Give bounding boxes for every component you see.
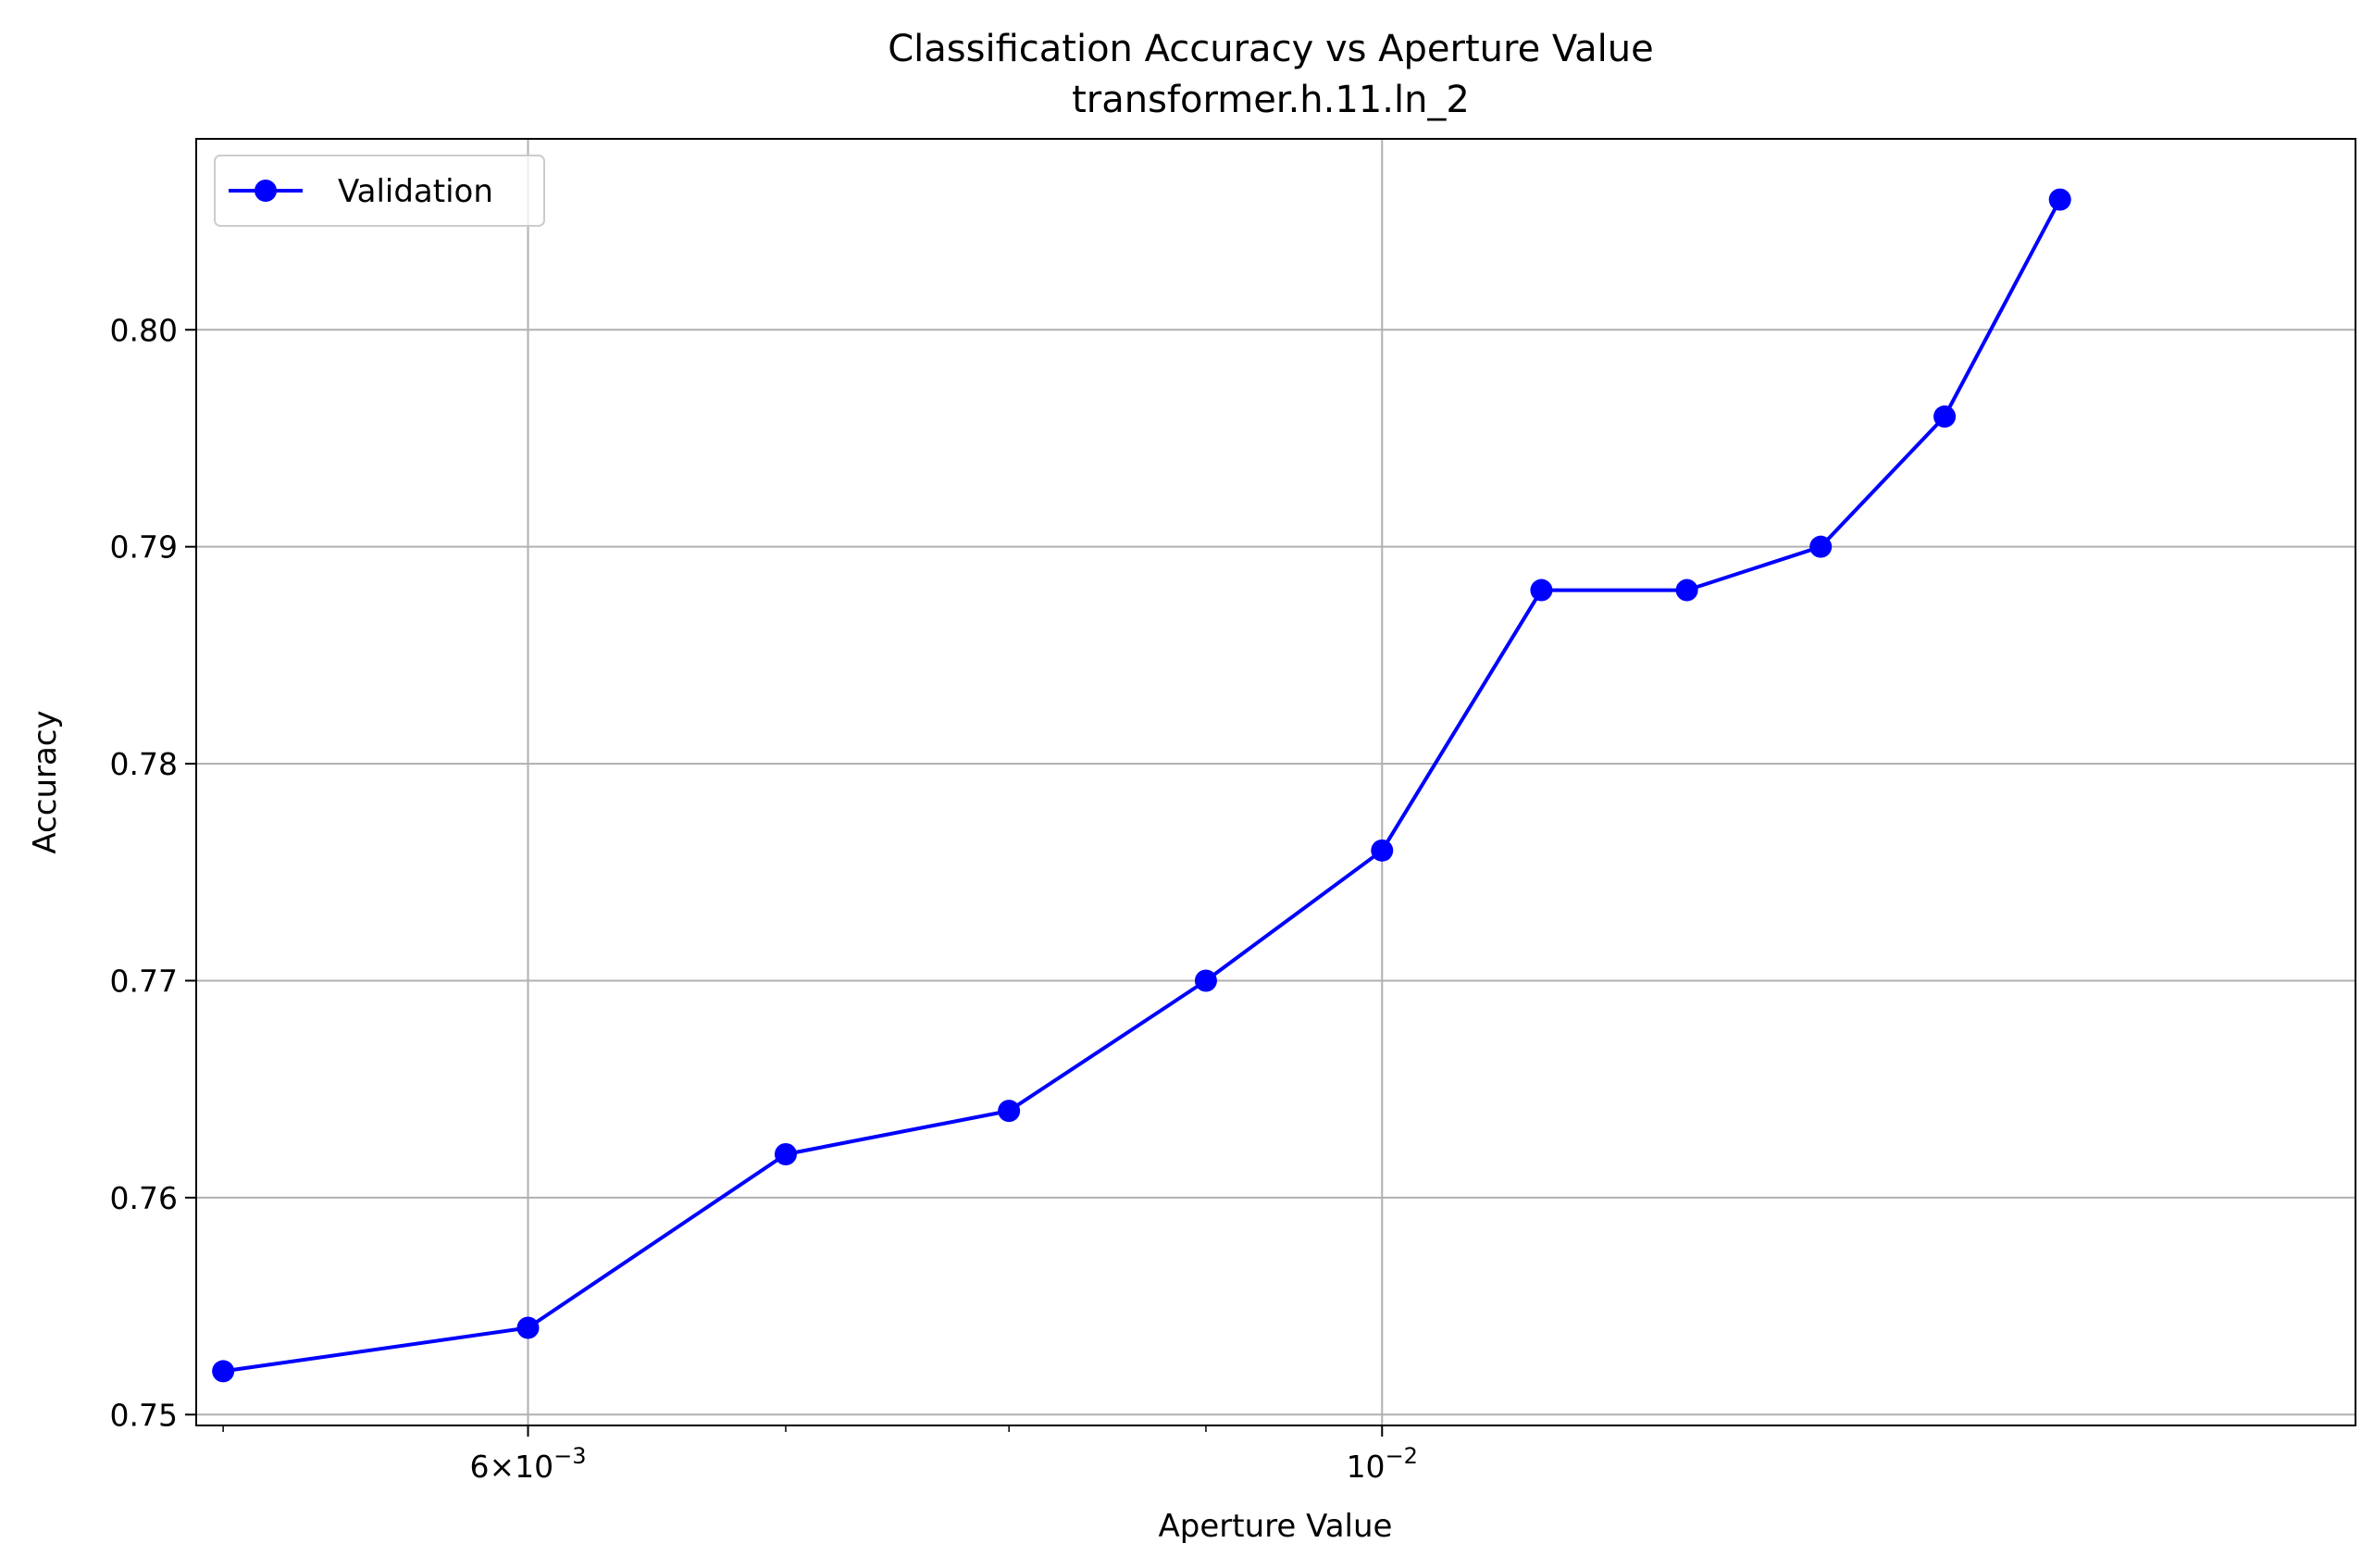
plot-area-frame bbox=[195, 138, 2356, 1426]
data-point bbox=[2048, 188, 2071, 211]
data-point bbox=[998, 1100, 1021, 1123]
data-point bbox=[1371, 839, 1394, 862]
legend: Validation bbox=[214, 155, 545, 227]
y-axis-label: Accuracy bbox=[27, 710, 64, 853]
chart-title: Classification Accuracy vs Aperture Valu… bbox=[888, 28, 1654, 70]
chart-subtitle: transformer.h.11.ln_2 bbox=[1072, 79, 1470, 121]
x-tick-label: 10−2 bbox=[1347, 1443, 1418, 1485]
data-point bbox=[516, 1316, 540, 1339]
data-point bbox=[1933, 405, 1957, 429]
data-point bbox=[212, 1360, 235, 1383]
legend-box bbox=[214, 155, 545, 227]
legend-label-validation: Validation bbox=[338, 173, 493, 210]
data-point bbox=[774, 1142, 797, 1165]
data-point bbox=[1809, 535, 1833, 558]
y-tick-label: 0.76 bbox=[110, 1180, 178, 1216]
y-tick-label: 0.80 bbox=[110, 312, 178, 348]
axis-ticks: 0.75 0.76 0.77 0.78 0.79 0.80 6×10−3 10−2 bbox=[110, 312, 1418, 1485]
y-tick-label: 0.78 bbox=[110, 746, 178, 782]
legend-marker-swatch bbox=[255, 180, 277, 202]
data-point bbox=[1675, 579, 1698, 602]
x-tick-label: 6×10−3 bbox=[469, 1443, 586, 1485]
y-tick-label: 0.77 bbox=[110, 963, 178, 999]
plot-series bbox=[212, 188, 2071, 1383]
y-tick-label: 0.79 bbox=[110, 529, 178, 566]
grid bbox=[196, 139, 2355, 1425]
y-tick-label: 0.75 bbox=[110, 1397, 178, 1433]
x-axis-label: Aperture Value bbox=[1159, 1508, 1393, 1545]
data-point bbox=[1194, 969, 1217, 992]
data-point bbox=[1530, 579, 1553, 602]
